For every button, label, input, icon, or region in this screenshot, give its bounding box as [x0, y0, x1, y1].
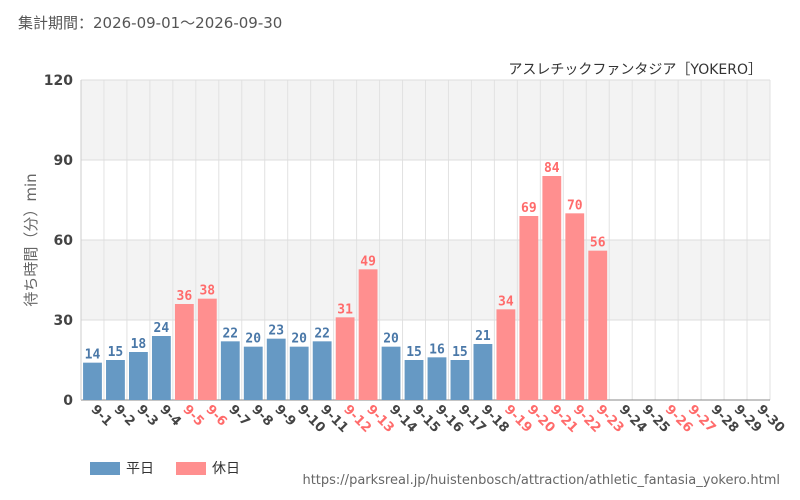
- legend-holiday: 休日: [176, 458, 240, 478]
- data-label-9-1: 14: [85, 348, 101, 363]
- data-label-9-4: 24: [154, 321, 170, 336]
- data-labels: 14 15 18 24 36 38 22 20 23 20 22 31 49 20 15 16 15 21 34 69…: [85, 161, 606, 363]
- bar-9-12: [335, 317, 355, 400]
- x-tick-label-9-4: 9-4: [157, 402, 184, 429]
- y-axis: 0 30 60 90 120: [44, 73, 73, 409]
- bar-9-2: [106, 360, 125, 400]
- grid: [80, 79, 771, 401]
- data-label-9-23: 56: [590, 236, 606, 251]
- bar-9-10: [289, 346, 309, 400]
- bar-9-9: [266, 338, 286, 400]
- bar-9-7: [220, 341, 240, 400]
- bar-9-13: [358, 269, 378, 400]
- data-label-9-8: 20: [245, 332, 261, 347]
- legend-weekday-swatch: [90, 461, 120, 475]
- y-tick-label: 0: [63, 393, 73, 409]
- bar-9-4: [151, 336, 171, 400]
- data-label-9-7: 22: [222, 326, 238, 341]
- bars: [83, 176, 608, 400]
- bar-9-6: [197, 298, 217, 400]
- data-label-9-6: 38: [199, 284, 215, 299]
- legend-weekday: 平日: [90, 458, 154, 478]
- source-url: https://parksreal.jp/huistenbosch/attrac…: [302, 473, 780, 488]
- bar-9-18: [473, 344, 493, 400]
- data-label-9-15: 15: [406, 345, 422, 360]
- data-label-9-10: 20: [291, 332, 307, 347]
- data-label-9-21: 84: [544, 161, 560, 176]
- bar-9-5: [174, 304, 194, 400]
- bar-9-22: [565, 213, 585, 400]
- data-label-9-13: 49: [360, 254, 376, 269]
- bar-9-20: [519, 216, 539, 400]
- data-label-9-3: 18: [131, 337, 147, 352]
- bar-9-21: [542, 176, 562, 400]
- x-tick-label-9-3: 9-3: [134, 402, 161, 429]
- bar-9-8: [243, 346, 263, 400]
- bar-9-23: [588, 250, 608, 400]
- data-label-9-2: 15: [108, 345, 124, 360]
- x-tick-label-9-6: 9-6: [202, 402, 229, 429]
- bar-9-1: [83, 362, 102, 400]
- y-tick-label: 120: [44, 73, 73, 89]
- data-label-9-19: 34: [498, 294, 514, 309]
- x-tick-label-9-7: 9-7: [225, 402, 252, 429]
- x-tick-label-9-9: 9-9: [271, 402, 298, 429]
- data-label-9-5: 36: [177, 289, 193, 304]
- legend-weekday-label: 平日: [126, 461, 154, 477]
- y-tick-label: 60: [54, 233, 74, 249]
- y-tick-label: 90: [54, 153, 74, 169]
- bar-9-11: [312, 341, 332, 400]
- x-tick-label-9-8: 9-8: [248, 402, 275, 429]
- x-tick-label-9-5: 9-5: [180, 402, 207, 429]
- y-tick-label: 30: [54, 313, 74, 329]
- y-axis-title: 待ち時間（分）min: [22, 173, 40, 306]
- data-label-9-11: 22: [314, 326, 330, 341]
- bar-9-14: [381, 346, 401, 400]
- legend-holiday-swatch: [176, 461, 206, 475]
- bar-9-19: [496, 309, 516, 400]
- data-label-9-18: 21: [475, 329, 491, 344]
- data-label-9-17: 15: [452, 345, 468, 360]
- x-tick-label-9-1: 9-1: [88, 402, 115, 429]
- bar-9-15: [404, 360, 424, 400]
- bar-9-16: [427, 357, 447, 400]
- data-label-9-14: 20: [383, 332, 399, 347]
- data-label-9-12: 31: [337, 302, 353, 317]
- period-label: 集計期間：2026-09-01～2026-09-30: [18, 14, 283, 32]
- legend: 平日 休日: [90, 458, 240, 478]
- data-label-9-22: 70: [567, 198, 583, 213]
- x-tick-label-9-2: 9-2: [111, 402, 138, 429]
- data-label-9-9: 23: [268, 324, 284, 339]
- chart-title: アスレチックファンタジア［YOKERO］: [508, 62, 762, 78]
- legend-holiday-label: 休日: [212, 461, 240, 477]
- x-axis: 9-19-29-39-49-59-69-79-89-99-109-119-129…: [88, 402, 788, 436]
- bar-9-3: [129, 352, 148, 400]
- bar-9-17: [450, 360, 470, 400]
- data-label-9-20: 69: [521, 201, 537, 216]
- data-label-9-16: 16: [429, 342, 445, 357]
